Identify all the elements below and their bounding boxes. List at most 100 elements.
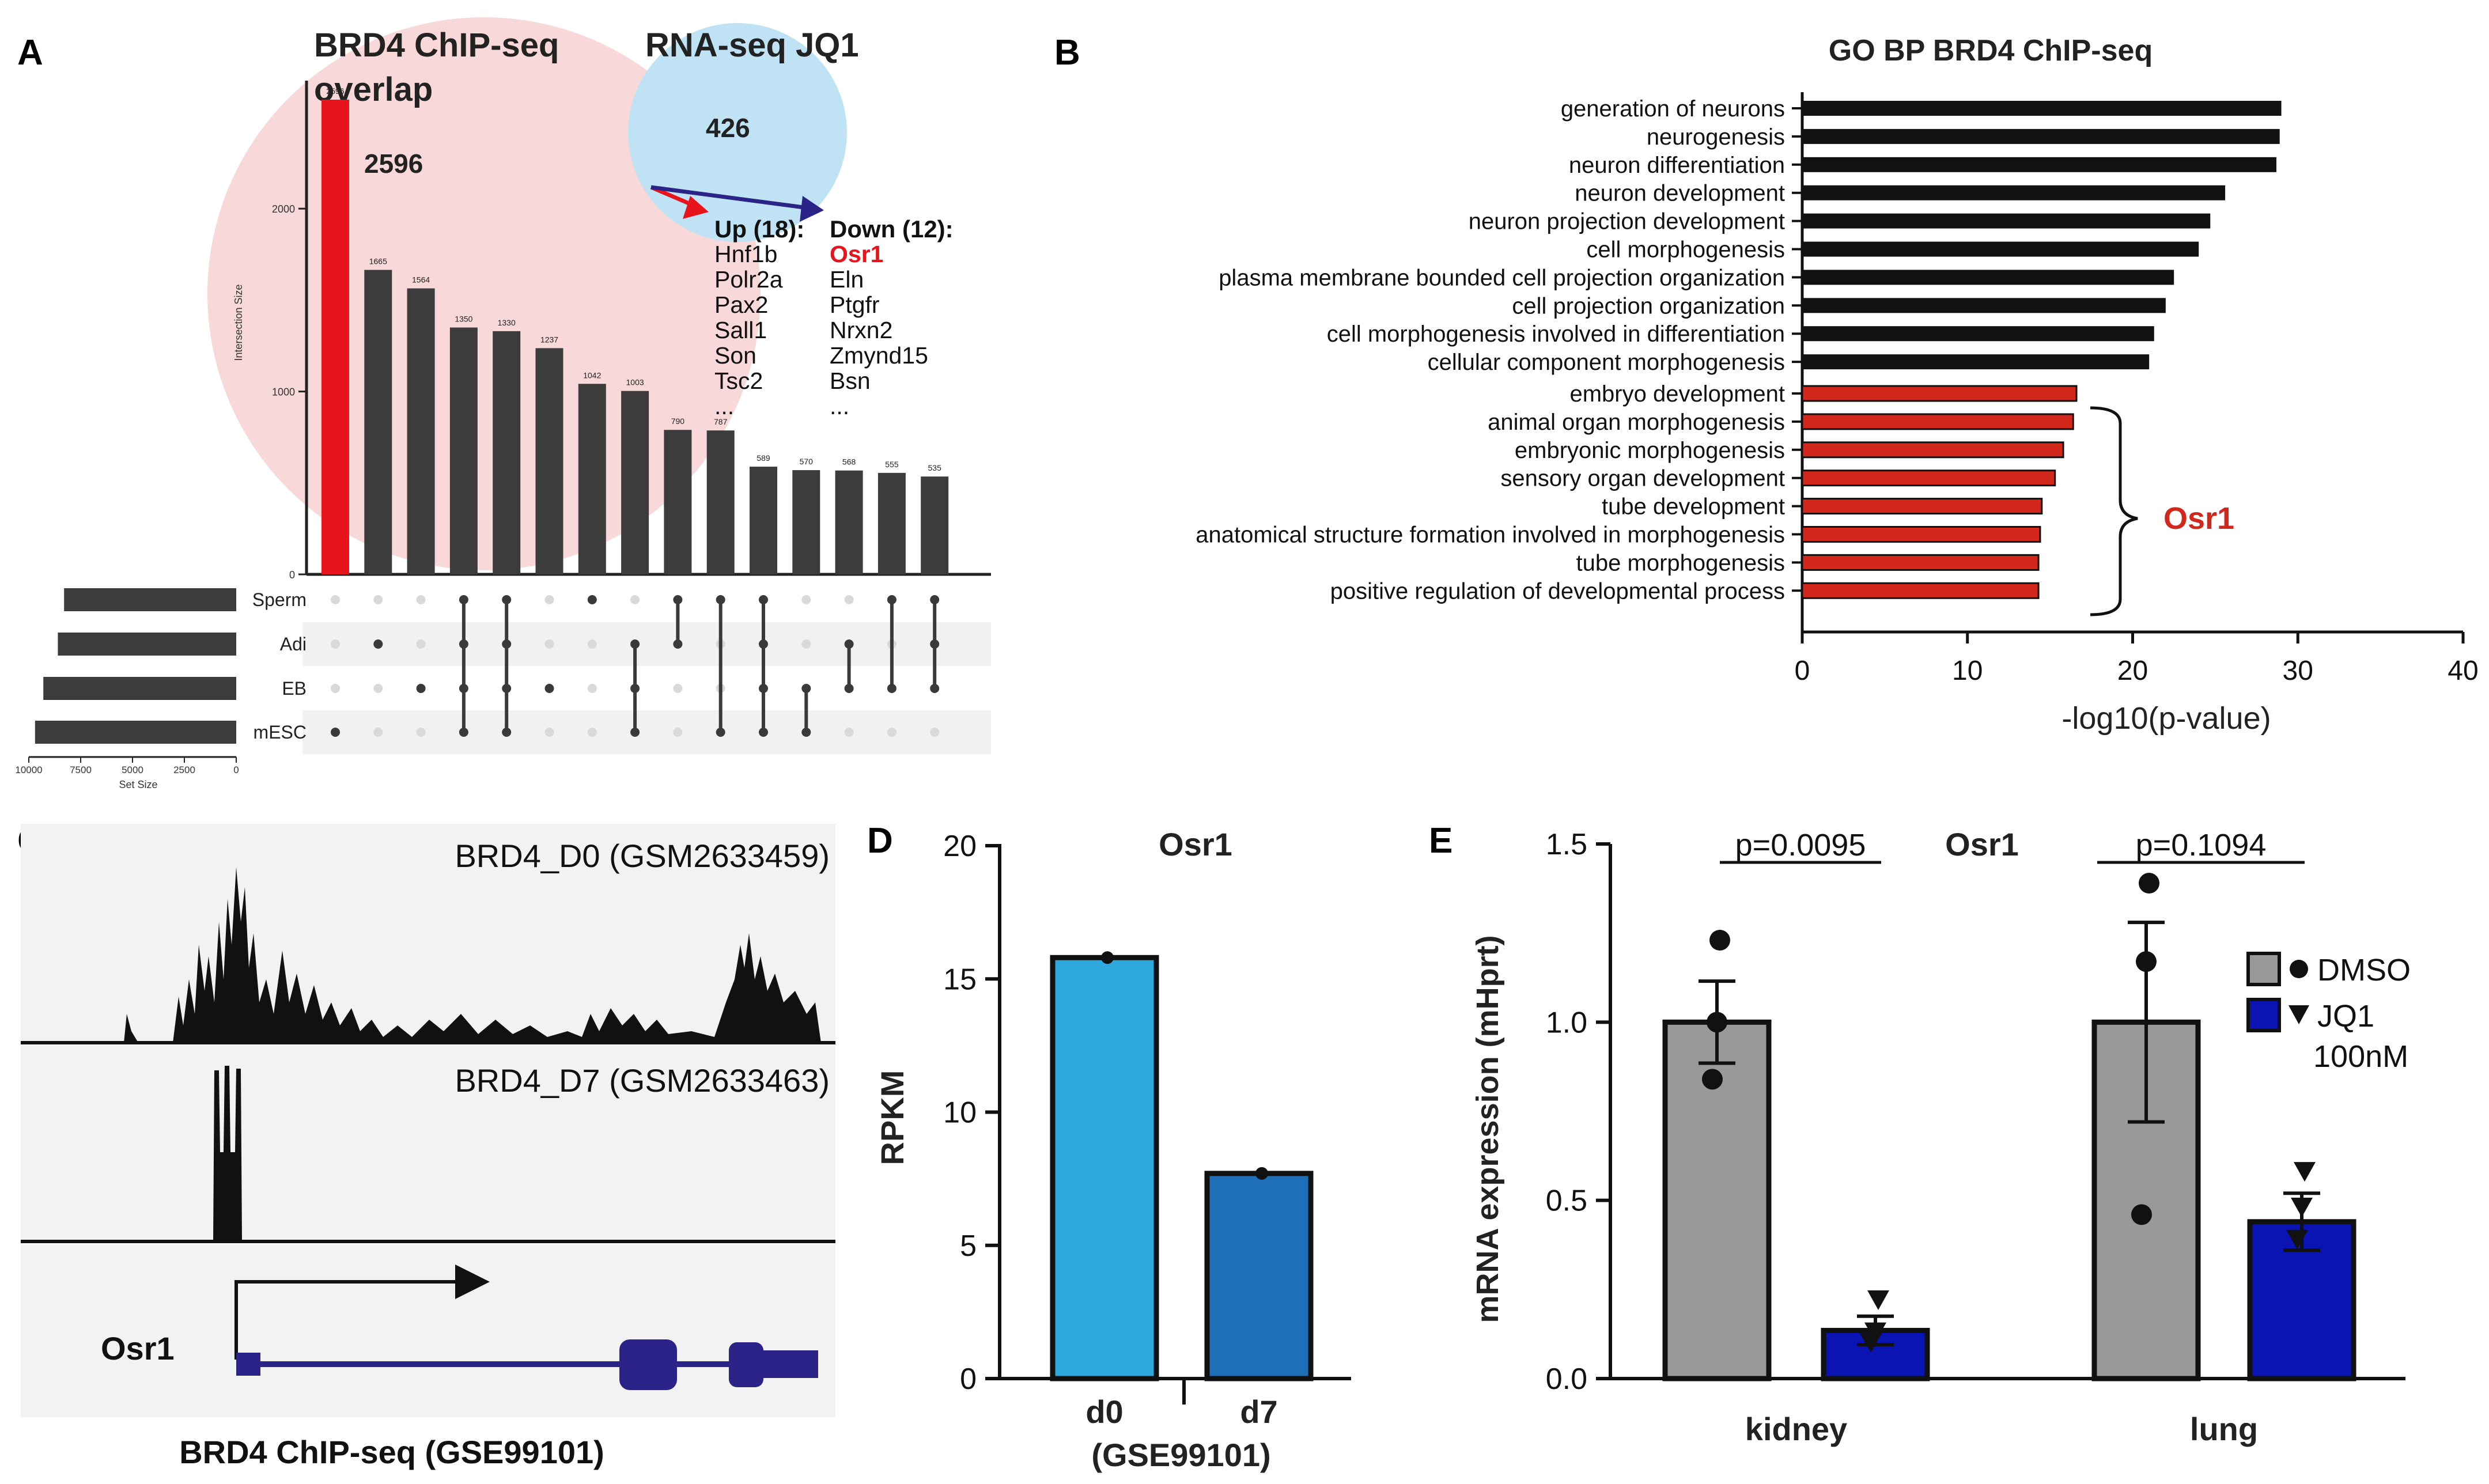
gene-model-exon2 xyxy=(729,1342,763,1387)
go-bar-black xyxy=(1802,241,2199,257)
go-x-tick-label: 30 xyxy=(2283,656,2313,686)
rpkm-bar xyxy=(1050,955,1159,1381)
go-bar-black xyxy=(1802,270,2174,285)
mrna-x-tick-label: lung xyxy=(2190,1411,2258,1447)
dmso-bar xyxy=(2091,1019,2201,1381)
matrix-dot-inactive xyxy=(373,595,383,604)
go-bar-red xyxy=(1801,470,2056,487)
up-gene: Polr2a xyxy=(714,266,783,293)
go-term-label: neuron projection development xyxy=(1469,209,1785,234)
pval-kidney: p=0.0095 xyxy=(1735,828,1866,862)
upset-y-tick-label: 2000 xyxy=(272,203,295,215)
panel-letter-d: D xyxy=(867,821,893,861)
go-x-tick-label: 0 xyxy=(1795,656,1810,686)
matrix-dot-inactive xyxy=(544,639,554,649)
dmso-point xyxy=(1707,1012,1727,1033)
go-term-label: generation of neurons xyxy=(1561,96,1785,122)
mrna-title: Osr1 xyxy=(1945,826,2019,862)
down-gene-osr1: Osr1 xyxy=(830,241,883,267)
go-bar-black xyxy=(1802,157,2276,172)
panel-e: E Osr1 mRNA expression (mHprt) 0.0 0.5 1.0… xyxy=(1429,821,2411,1447)
legend-jq1-marker xyxy=(2288,1005,2309,1024)
set-row-label: EB xyxy=(282,678,307,699)
intersection-bar-label: 535 xyxy=(928,463,942,472)
matrix-dot-inactive xyxy=(887,728,897,737)
matrix-dot-active xyxy=(544,684,554,693)
rna-seq-count: 426 xyxy=(706,113,750,143)
mrna-x-tick-label: kidney xyxy=(1745,1411,1847,1447)
matrix-dot-inactive xyxy=(416,595,426,604)
set-size-tick-label: 5000 xyxy=(122,764,143,775)
intersection-bar-label: 1237 xyxy=(540,335,558,344)
legend-dmso-swatch xyxy=(2246,952,2281,986)
intersection-bar-label: 568 xyxy=(842,457,856,467)
rpkm-x-tick-label: d0 xyxy=(1085,1394,1123,1430)
set-size-bar xyxy=(35,721,237,744)
mrna-y-tick-label: 0.5 xyxy=(1546,1184,1587,1218)
go-term-label: anatomical structure formation involved … xyxy=(1196,523,1785,548)
mrna-y-tick-label: 0.0 xyxy=(1546,1362,1587,1396)
matrix-dot-inactive xyxy=(587,639,597,649)
set-row-label: Sperm xyxy=(252,589,307,610)
panel-a: A BRD4 ChIP-seq overlap RNA-seq JQ1 426 … xyxy=(15,17,991,790)
track2-signal xyxy=(213,1066,242,1241)
matrix-dot-inactive xyxy=(544,595,554,604)
set-size-bar xyxy=(43,677,236,700)
track1-signal xyxy=(21,867,821,1043)
matrix-dot-inactive xyxy=(331,595,340,604)
gene-model-exon1 xyxy=(619,1339,677,1390)
intersection-bar xyxy=(321,100,349,574)
matrix-dot-active xyxy=(331,728,340,737)
rpkm-bar xyxy=(1204,1171,1314,1381)
up-gene: ... xyxy=(714,393,734,419)
intersection-bar xyxy=(664,430,692,574)
go-bar-red xyxy=(1801,385,2078,402)
go-term-label: animal organ morphogenesis xyxy=(1488,410,1785,435)
set-size-tick-label: 0 xyxy=(233,764,239,775)
go-bar-black xyxy=(1802,354,2150,370)
go-term-label: neuron development xyxy=(1575,181,1785,206)
down-genes-title: Down (12): xyxy=(830,215,954,243)
go-bar-red xyxy=(1801,526,2041,543)
tss-arrow-line xyxy=(234,1280,461,1360)
go-term-label: tube development xyxy=(1602,494,1785,520)
up-arrow-head xyxy=(683,196,709,219)
rpkm-y-tick-label: 5 xyxy=(960,1229,977,1263)
go-term-label: plasma membrane bounded cell projection … xyxy=(1219,265,1785,290)
matrix-dot-inactive xyxy=(673,684,683,693)
chip-seq-title: BRD4 ChIP-seq xyxy=(314,26,559,64)
go-bar-red xyxy=(1801,413,2074,430)
jq1-point xyxy=(1860,1333,1882,1353)
rpkm-y-tick-label: 0 xyxy=(960,1362,977,1396)
track2-bg xyxy=(21,1046,835,1241)
go-bar-black xyxy=(1802,326,2154,342)
dmso-point xyxy=(1702,1069,1723,1090)
go-term-label: embryo development xyxy=(1569,381,1785,407)
dmso-point xyxy=(2131,1204,2152,1225)
go-term-label: cell projection organization xyxy=(1512,293,1785,319)
jq1-point xyxy=(1867,1290,1889,1310)
intersection-bar xyxy=(792,470,820,574)
upset-y-tick-label: 0 xyxy=(289,569,295,581)
go-term-label: cellular component morphogenesis xyxy=(1428,350,1785,375)
go-chart-title: GO BP BRD4 ChIP-seq xyxy=(1829,34,2153,67)
go-term-label: neurogenesis xyxy=(1647,124,1785,150)
down-arrow-line xyxy=(650,185,804,210)
go-term-label: cell morphogenesis involved in different… xyxy=(1327,321,1785,347)
track1-bg xyxy=(21,824,835,1043)
set-row-label: mESC xyxy=(254,722,307,743)
go-bar-red xyxy=(1801,498,2043,515)
dmso-point xyxy=(2136,951,2157,972)
go-bar-red xyxy=(1801,582,2040,599)
up-arrow-line xyxy=(650,185,695,208)
intersection-bar-label: 2596 xyxy=(326,86,344,96)
jq1-point xyxy=(2294,1162,2316,1182)
intersection-bar xyxy=(407,288,435,574)
intersection-bar-label: 1350 xyxy=(455,315,472,324)
matrix-dot-inactive xyxy=(801,595,811,604)
go-term-label: tube morphogenesis xyxy=(1576,550,1785,576)
osr1-bracket-label: Osr1 xyxy=(2163,501,2234,536)
down-gene: Ptgfr xyxy=(830,292,880,318)
mrna-y-label: mRNA expression (mHprt) xyxy=(1470,935,1505,1323)
